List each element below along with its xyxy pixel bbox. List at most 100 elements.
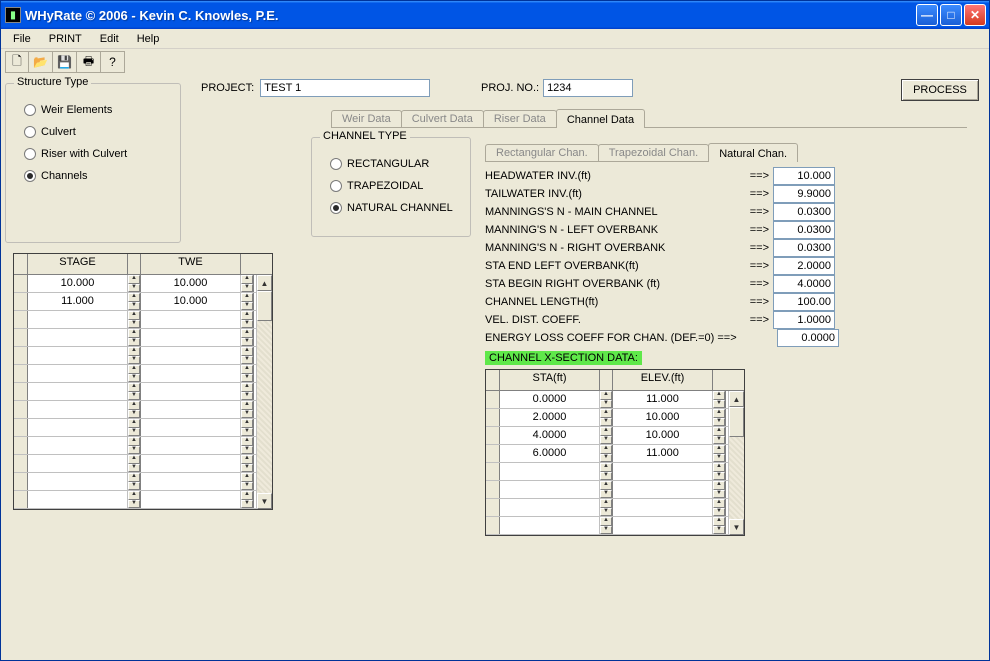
spinner-down-icon[interactable]: ▼ xyxy=(241,320,253,329)
spinner-up-icon[interactable]: ▲ xyxy=(713,409,725,418)
table-cell[interactable] xyxy=(28,311,128,328)
spinner-up-icon[interactable]: ▲ xyxy=(128,311,140,320)
spinner-up-icon[interactable]: ▲ xyxy=(128,293,140,302)
spinner-down-icon[interactable]: ▼ xyxy=(713,472,725,481)
param-input-1[interactable] xyxy=(773,185,835,203)
table-cell[interactable]: 10.000 xyxy=(28,275,128,292)
menu-edit[interactable]: Edit xyxy=(92,31,127,47)
table-cell[interactable]: 11.000 xyxy=(613,391,713,408)
spinner-down-icon[interactable]: ▼ xyxy=(241,464,253,473)
table-row[interactable]: ▲▼▲▼ xyxy=(14,455,256,473)
spinner-down-icon[interactable]: ▼ xyxy=(600,400,612,409)
channel-type-option-0[interactable]: RECTANGULAR xyxy=(330,158,460,170)
spinner-up-icon[interactable]: ▲ xyxy=(128,383,140,392)
spinner-down-icon[interactable]: ▼ xyxy=(128,446,140,455)
radio-icon[interactable] xyxy=(24,170,36,182)
spinner-up-icon[interactable]: ▲ xyxy=(241,491,253,500)
close-button[interactable]: ✕ xyxy=(964,4,986,26)
table-cell[interactable] xyxy=(500,463,600,480)
project-input[interactable] xyxy=(260,79,430,97)
spinner-down-icon[interactable]: ▼ xyxy=(713,508,725,517)
scroll-down-icon[interactable]: ▼ xyxy=(257,493,272,509)
spinner-down-icon[interactable]: ▼ xyxy=(713,418,725,427)
table-cell[interactable]: 2.0000 xyxy=(500,409,600,426)
table-cell[interactable] xyxy=(613,499,713,516)
spinner-up-icon[interactable]: ▲ xyxy=(241,293,253,302)
table-cell[interactable]: 6.0000 xyxy=(500,445,600,462)
table-row[interactable]: 4.0000▲▼10.000▲▼ xyxy=(486,427,728,445)
table-cell[interactable] xyxy=(28,383,128,400)
structure-type-option-3[interactable]: Channels xyxy=(24,170,170,182)
table-cell[interactable]: 10.000 xyxy=(141,293,241,310)
param-input-2[interactable] xyxy=(773,203,835,221)
table-cell[interactable] xyxy=(28,365,128,382)
table-row[interactable]: ▲▼▲▼ xyxy=(14,401,256,419)
spinner-up-icon[interactable]: ▲ xyxy=(241,365,253,374)
param-input-7[interactable] xyxy=(773,293,835,311)
spinner-up-icon[interactable]: ▲ xyxy=(128,347,140,356)
spinner-down-icon[interactable]: ▼ xyxy=(241,410,253,419)
param-input-6[interactable] xyxy=(773,275,835,293)
radio-icon[interactable] xyxy=(24,126,36,138)
spinner-down-icon[interactable]: ▼ xyxy=(128,374,140,383)
spinner-up-icon[interactable]: ▲ xyxy=(600,427,612,436)
radio-icon[interactable] xyxy=(24,104,36,116)
table-cell[interactable] xyxy=(141,401,241,418)
toolbar-save-icon[interactable]: 💾 xyxy=(53,51,77,73)
table-row[interactable]: ▲▼▲▼ xyxy=(486,499,728,517)
spinner-down-icon[interactable]: ▼ xyxy=(241,446,253,455)
table-cell[interactable] xyxy=(141,383,241,400)
table-row[interactable]: ▲▼▲▼ xyxy=(486,481,728,499)
structure-type-option-0[interactable]: Weir Elements xyxy=(24,104,170,116)
vertical-scrollbar[interactable]: ▲▼ xyxy=(728,391,744,535)
spinner-up-icon[interactable]: ▲ xyxy=(600,409,612,418)
scroll-up-icon[interactable]: ▲ xyxy=(257,275,272,291)
param-input-3[interactable] xyxy=(773,221,835,239)
spinner-up-icon[interactable]: ▲ xyxy=(241,473,253,482)
spinner-up-icon[interactable]: ▲ xyxy=(713,481,725,490)
table-cell[interactable]: 0.0000 xyxy=(500,391,600,408)
maximize-button[interactable]: □ xyxy=(940,4,962,26)
table-cell[interactable]: 10.000 xyxy=(141,275,241,292)
spinner-up-icon[interactable]: ▲ xyxy=(128,365,140,374)
spinner-down-icon[interactable]: ▼ xyxy=(128,428,140,437)
table-cell[interactable] xyxy=(28,491,128,508)
spinner-up-icon[interactable]: ▲ xyxy=(241,383,253,392)
table-cell[interactable]: 10.000 xyxy=(613,409,713,426)
spinner-up-icon[interactable]: ▲ xyxy=(241,419,253,428)
table-cell[interactable] xyxy=(28,419,128,436)
spinner-down-icon[interactable]: ▼ xyxy=(713,436,725,445)
spinner-down-icon[interactable]: ▼ xyxy=(241,338,253,347)
main-tab-1[interactable]: Culvert Data xyxy=(401,110,484,127)
spinner-down-icon[interactable]: ▼ xyxy=(600,508,612,517)
spinner-up-icon[interactable]: ▲ xyxy=(600,517,612,526)
spinner-up-icon[interactable]: ▲ xyxy=(128,401,140,410)
table-cell[interactable] xyxy=(28,455,128,472)
spinner-up-icon[interactable]: ▲ xyxy=(128,275,140,284)
param-input-5[interactable] xyxy=(773,257,835,275)
toolbar-print-icon[interactable]: 🖶 xyxy=(77,51,101,73)
param-input-9[interactable] xyxy=(777,329,839,347)
vertical-scrollbar[interactable]: ▲▼ xyxy=(256,275,272,509)
table-row[interactable]: 11.000▲▼10.000▲▼ xyxy=(14,293,256,311)
table-row[interactable]: ▲▼▲▼ xyxy=(14,437,256,455)
radio-icon[interactable] xyxy=(24,148,36,160)
main-tab-0[interactable]: Weir Data xyxy=(331,110,402,127)
table-cell[interactable] xyxy=(500,499,600,516)
table-row[interactable]: ▲▼▲▼ xyxy=(14,473,256,491)
spinner-down-icon[interactable]: ▼ xyxy=(128,302,140,311)
radio-icon[interactable] xyxy=(330,158,342,170)
spinner-down-icon[interactable]: ▼ xyxy=(128,338,140,347)
spinner-down-icon[interactable]: ▼ xyxy=(241,284,253,293)
table-row[interactable]: 10.000▲▼10.000▲▼ xyxy=(14,275,256,293)
table-row[interactable]: ▲▼▲▼ xyxy=(486,517,728,535)
spinner-down-icon[interactable]: ▼ xyxy=(241,428,253,437)
spinner-up-icon[interactable]: ▲ xyxy=(713,499,725,508)
scroll-thumb[interactable] xyxy=(729,407,744,437)
spinner-down-icon[interactable]: ▼ xyxy=(241,500,253,509)
spinner-down-icon[interactable]: ▼ xyxy=(600,526,612,535)
spinner-up-icon[interactable]: ▲ xyxy=(241,437,253,446)
toolbar-new-icon[interactable]: 🗋 xyxy=(5,51,29,73)
table-row[interactable]: ▲▼▲▼ xyxy=(14,383,256,401)
table-row[interactable]: ▲▼▲▼ xyxy=(14,419,256,437)
